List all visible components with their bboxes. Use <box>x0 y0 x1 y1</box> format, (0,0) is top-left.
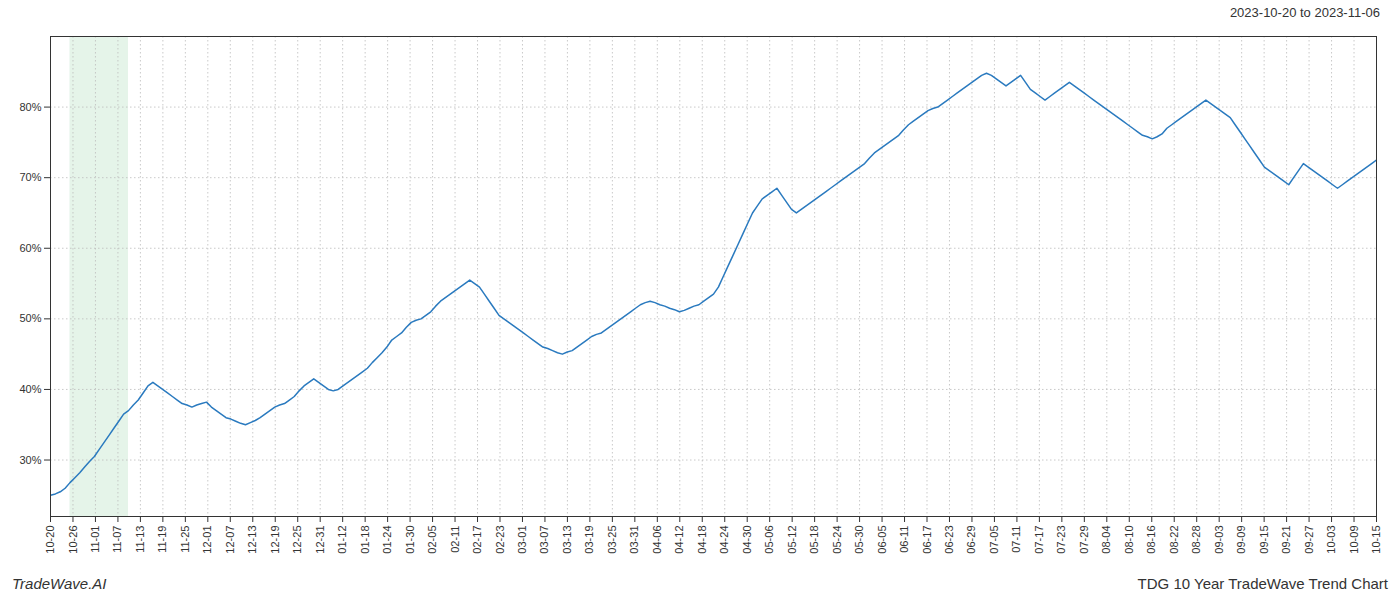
svg-text:07-17: 07-17 <box>1033 526 1045 554</box>
svg-text:09-03: 09-03 <box>1213 526 1225 554</box>
svg-text:11-01: 11-01 <box>89 526 101 553</box>
svg-text:03-31: 03-31 <box>628 526 640 554</box>
html-text:TDG 10 Year TradeWave Trend Ch: TDG 10 Year TradeWave Trend Chart <box>1137 574 1388 592</box>
svg-text:10-03: 10-03 <box>1325 526 1337 554</box>
svg-text:40%: 40% <box>19 383 41 395</box>
svg-text:12-07: 12-07 <box>224 526 236 554</box>
svg-text:11-19: 11-19 <box>156 526 168 553</box>
svg-text:01-18: 01-18 <box>359 526 371 554</box>
svg-text:04-06: 04-06 <box>651 526 663 554</box>
svg-text:06-11: 06-11 <box>898 526 910 553</box>
svg-text:02-11: 02-11 <box>449 526 461 553</box>
svg-text:05-06: 05-06 <box>763 526 775 554</box>
svg-text:11-07: 11-07 <box>111 526 123 553</box>
svg-text:04-24: 04-24 <box>718 526 730 554</box>
svg-text:03-01: 03-01 <box>516 526 528 554</box>
svg-text:10-26: 10-26 <box>66 526 78 554</box>
svg-text:05-18: 05-18 <box>808 526 820 554</box>
svg-text:06-23: 06-23 <box>943 526 955 554</box>
svg-text:04-18: 04-18 <box>696 526 708 554</box>
svg-text:08-28: 08-28 <box>1190 526 1202 554</box>
svg-text:07-11: 07-11 <box>1010 526 1022 553</box>
html-text:2023-10-20 to 2023-11-06: 2023-10-20 to 2023-11-06 <box>1229 4 1380 20</box>
svg-text:02-23: 02-23 <box>494 526 506 554</box>
svg-text:08-10: 08-10 <box>1123 526 1135 554</box>
svg-text:01-24: 01-24 <box>381 526 393 554</box>
svg-text:03-25: 03-25 <box>606 526 618 554</box>
svg-text:08-04: 08-04 <box>1100 526 1112 554</box>
svg-text:11-13: 11-13 <box>134 526 146 553</box>
svg-text:02-05: 02-05 <box>426 526 438 554</box>
svg-text:09-09: 09-09 <box>1235 526 1247 554</box>
svg-text:09-27: 09-27 <box>1303 526 1315 554</box>
svg-text:04-30: 04-30 <box>741 526 753 554</box>
html-text:TradeWave.AI: TradeWave.AI <box>12 574 107 592</box>
svg-text:70%: 70% <box>19 171 41 183</box>
svg-text:12-31: 12-31 <box>314 526 326 554</box>
svg-text:12-19: 12-19 <box>269 526 281 554</box>
svg-text:07-29: 07-29 <box>1078 526 1090 554</box>
svg-text:12-01: 12-01 <box>201 526 213 554</box>
svg-text:05-30: 05-30 <box>853 526 865 554</box>
svg-text:04-12: 04-12 <box>673 526 685 554</box>
svg-text:01-30: 01-30 <box>404 526 416 554</box>
svg-text:06-17: 06-17 <box>921 526 933 554</box>
svg-text:11-25: 11-25 <box>179 526 191 553</box>
svg-text:08-16: 08-16 <box>1145 526 1157 554</box>
svg-text:03-19: 03-19 <box>583 526 595 554</box>
svg-text:06-05: 06-05 <box>876 526 888 554</box>
svg-text:10-09: 10-09 <box>1348 526 1360 554</box>
svg-text:30%: 30% <box>19 454 41 466</box>
svg-text:10-15: 10-15 <box>1370 526 1382 554</box>
svg-text:02-17: 02-17 <box>471 526 483 554</box>
svg-text:12-13: 12-13 <box>246 526 258 554</box>
svg-text:09-21: 09-21 <box>1280 526 1292 554</box>
svg-text:05-24: 05-24 <box>831 526 843 554</box>
svg-text:50%: 50% <box>19 312 41 324</box>
svg-text:12-25: 12-25 <box>291 526 303 554</box>
svg-text:07-05: 07-05 <box>988 526 1000 554</box>
svg-text:60%: 60% <box>19 242 41 254</box>
svg-text:07-23: 07-23 <box>1055 526 1067 554</box>
svg-text:10-20: 10-20 <box>44 526 56 554</box>
svg-text:80%: 80% <box>19 101 41 113</box>
svg-text:09-15: 09-15 <box>1258 526 1270 554</box>
svg-text:01-12: 01-12 <box>336 526 348 554</box>
svg-text:03-07: 03-07 <box>538 526 550 554</box>
svg-text:05-12: 05-12 <box>786 526 798 554</box>
svg-text:08-22: 08-22 <box>1168 526 1180 554</box>
svg-text:06-29: 06-29 <box>965 526 977 554</box>
svg-text:03-13: 03-13 <box>561 526 573 554</box>
